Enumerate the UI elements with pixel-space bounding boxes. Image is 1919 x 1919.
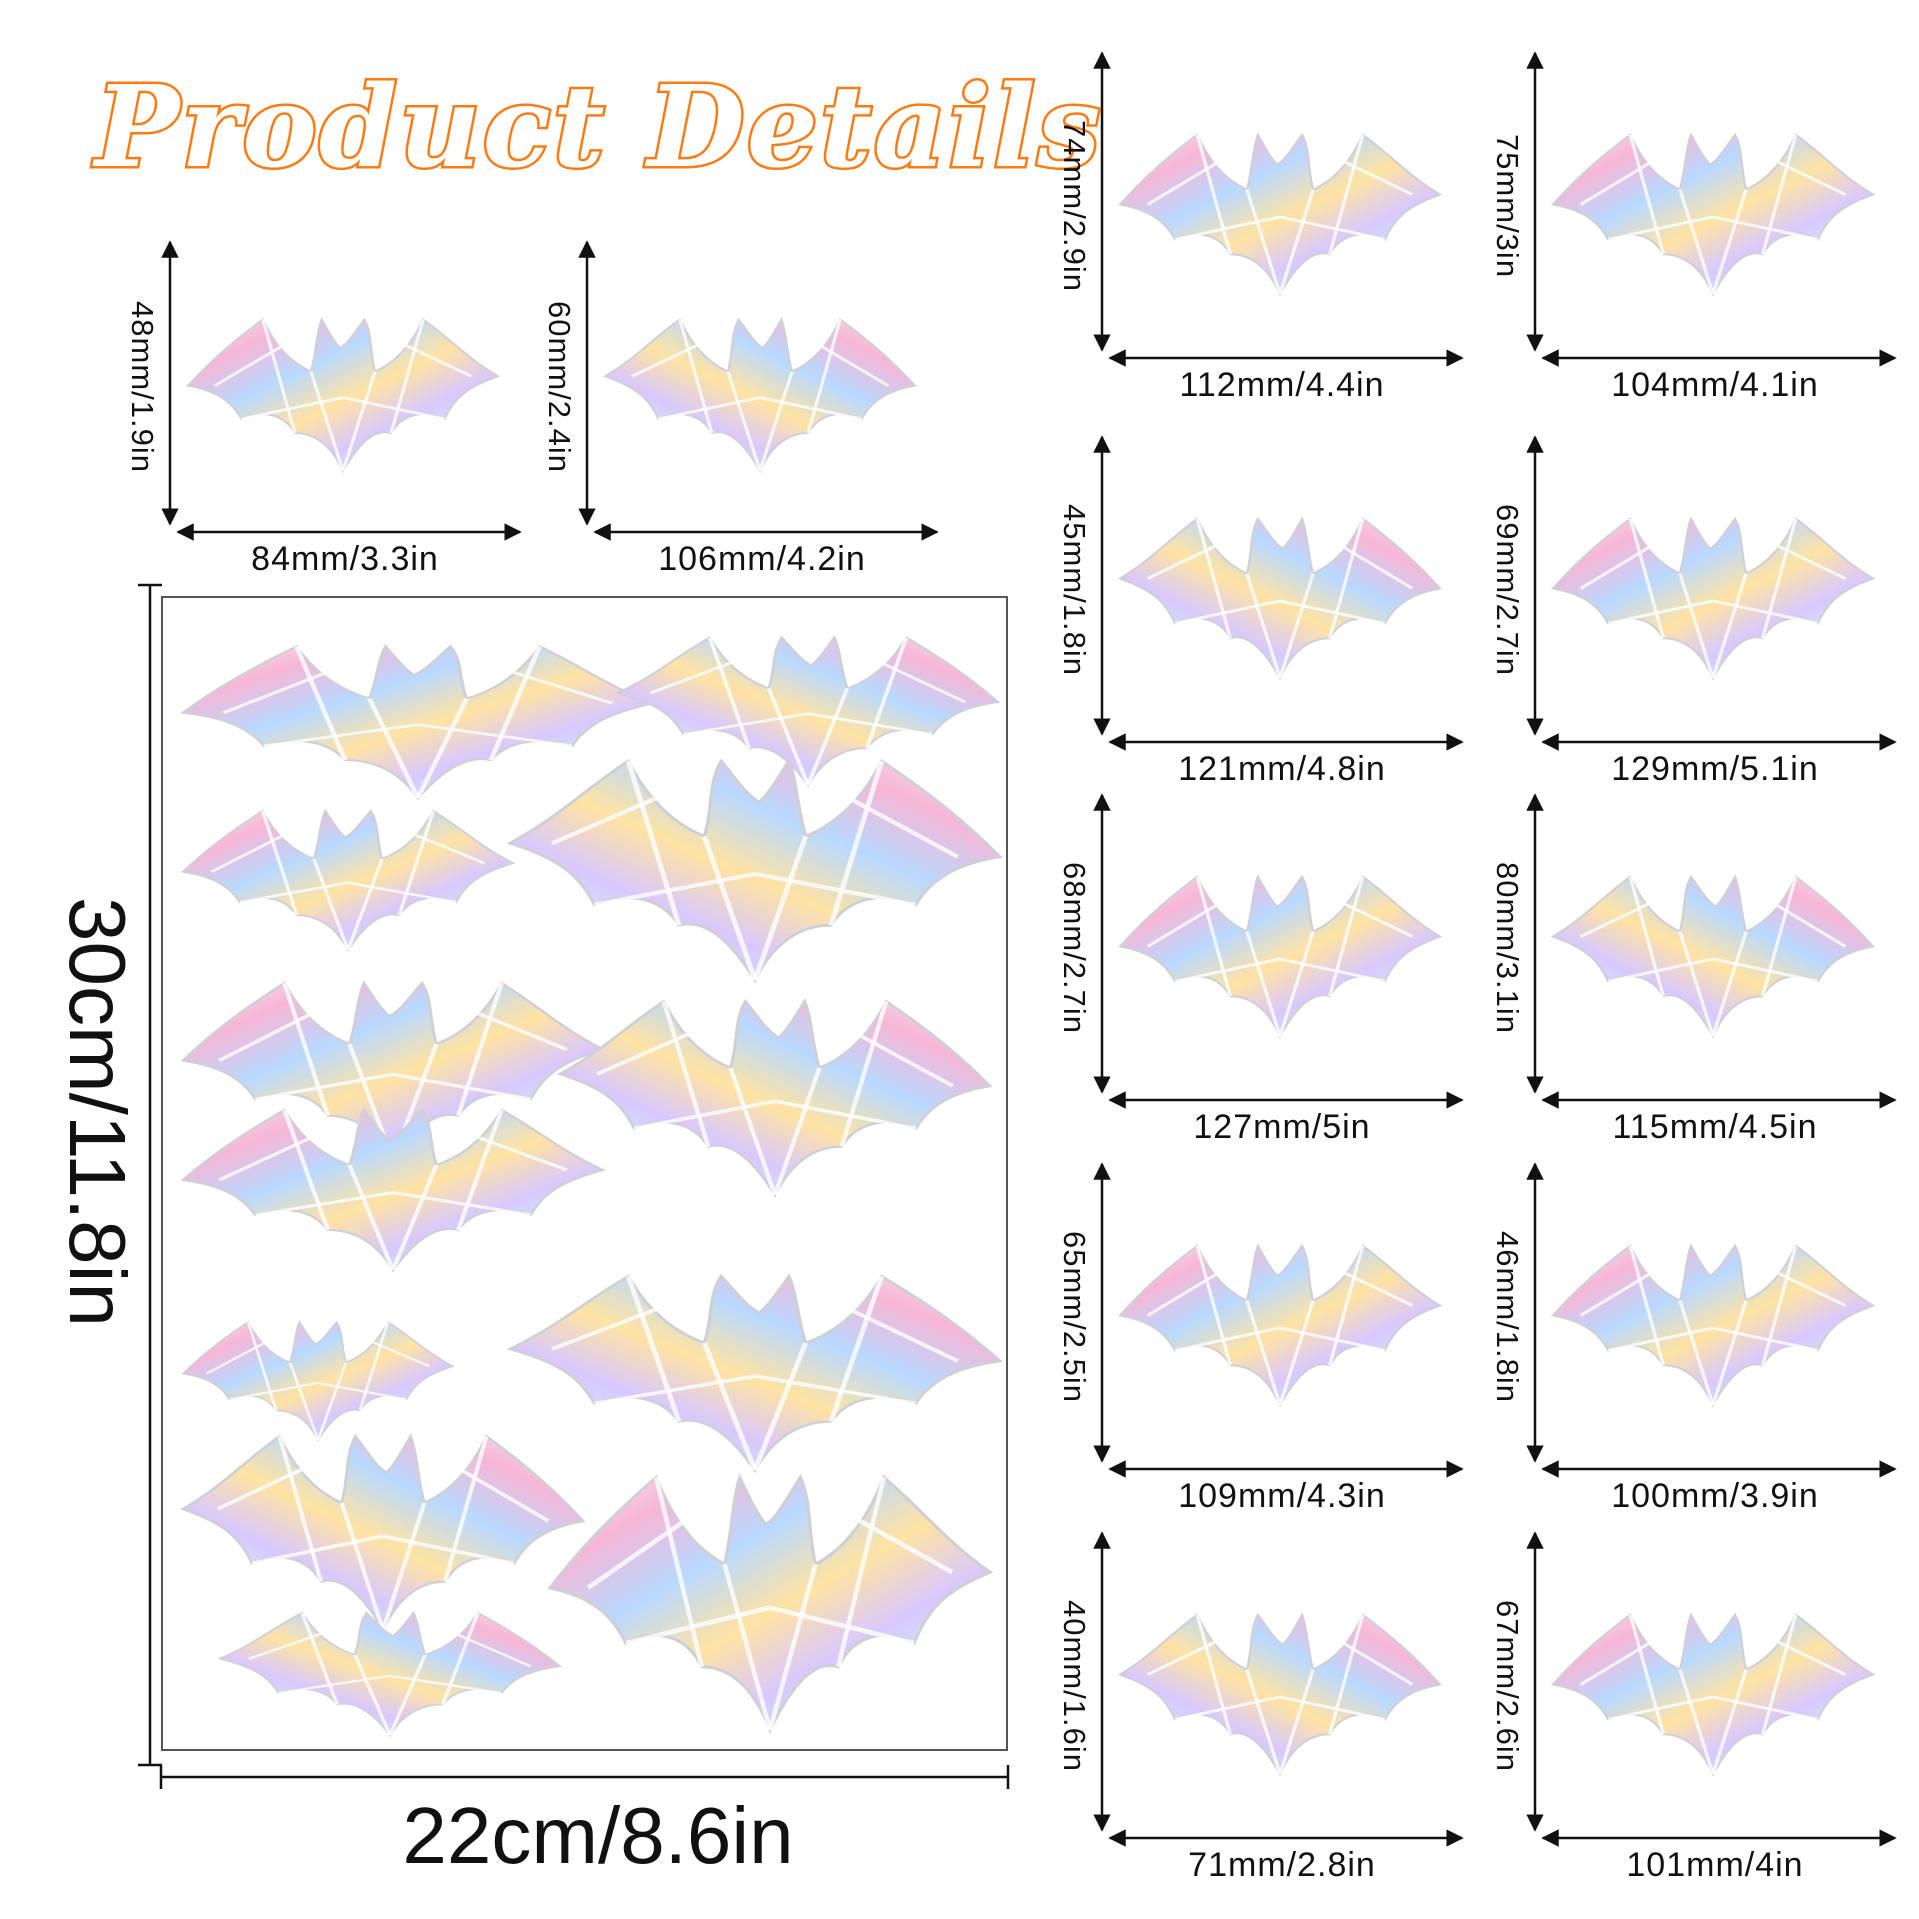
decal-height-label: 74mm/2.9in bbox=[1057, 119, 1092, 292]
sheet-bat-8 bbox=[510, 1276, 1000, 1470]
sheet-bat-4 bbox=[510, 761, 1000, 980]
decal-width-label: 84mm/3.3in bbox=[251, 540, 439, 578]
decal-width-label: 100mm/3.9in bbox=[1611, 1477, 1819, 1515]
sheet-bat-10 bbox=[181, 1434, 585, 1632]
sheet-bat-12 bbox=[218, 1611, 562, 1737]
decal-height-label: 46mm/1.8in bbox=[1490, 1230, 1525, 1403]
decal-width-label: 104mm/4.1in bbox=[1611, 366, 1819, 404]
page-title: Product Details bbox=[92, 62, 1103, 193]
decal-width-label: 115mm/4.5in bbox=[1612, 1108, 1818, 1146]
sheet-bat-6 bbox=[558, 999, 992, 1197]
decal-width-label: 127mm/5in bbox=[1193, 1108, 1371, 1146]
bat-decal-1 bbox=[186, 318, 500, 473]
bat-decal-3 bbox=[1118, 133, 1442, 296]
decal-width-label: 112mm/4.4in bbox=[1179, 366, 1385, 404]
decal-width-label: 101mm/4in bbox=[1626, 1846, 1804, 1884]
decal-height-label: 45mm/1.8in bbox=[1057, 503, 1092, 676]
decal-height-label: 75mm/3in bbox=[1490, 133, 1525, 278]
sheet-bat-3 bbox=[181, 809, 515, 952]
bat-decal-6 bbox=[1551, 517, 1875, 680]
bat-decal-8 bbox=[1551, 875, 1875, 1038]
bat-decal-5 bbox=[1118, 517, 1442, 680]
decal-height-label: 40mm/1.6in bbox=[1057, 1599, 1092, 1772]
sheet-bat-9 bbox=[181, 1320, 455, 1442]
bat-decal-9 bbox=[1118, 1244, 1442, 1407]
decal-height-label: 48mm/1.9in bbox=[125, 301, 160, 473]
sheet-bat-1 bbox=[183, 646, 653, 798]
decal-height-label: 69mm/2.7in bbox=[1490, 503, 1525, 676]
decal-width-label: 71mm/2.8in bbox=[1188, 1846, 1376, 1884]
sheet-width-label: 22cm/8.6in bbox=[402, 1791, 794, 1880]
sticker-sheet bbox=[161, 596, 1008, 1751]
bat-decal-12 bbox=[1551, 1613, 1875, 1776]
bat-decal-11 bbox=[1118, 1613, 1442, 1776]
sheet-height-label: 30cm/11.8in bbox=[53, 897, 142, 1327]
sheet-bat-11 bbox=[548, 1475, 992, 1732]
bat-decal-10 bbox=[1551, 1244, 1875, 1407]
bat-decal-7 bbox=[1118, 875, 1442, 1038]
decal-height-label: 65mm/2.5in bbox=[1057, 1230, 1092, 1403]
decal-width-label: 109mm/4.3in bbox=[1178, 1477, 1386, 1515]
sheet-bat-2 bbox=[616, 635, 1000, 787]
decal-width-label: 121mm/4.8in bbox=[1178, 750, 1386, 788]
decal-width-label: 129mm/5.1in bbox=[1611, 750, 1819, 788]
decal-height-label: 68mm/2.7in bbox=[1057, 861, 1092, 1034]
bat-decal-4 bbox=[1551, 133, 1875, 296]
sheet-bat-7 bbox=[181, 1108, 605, 1272]
bat-decal-2 bbox=[603, 318, 917, 473]
decal-height-label: 60mm/2.4in bbox=[542, 301, 577, 473]
decal-width-label: 106mm/4.2in bbox=[658, 540, 866, 578]
decal-height-label: 80mm/3.1in bbox=[1490, 861, 1525, 1034]
decal-height-label: 67mm/2.6in bbox=[1490, 1599, 1525, 1772]
